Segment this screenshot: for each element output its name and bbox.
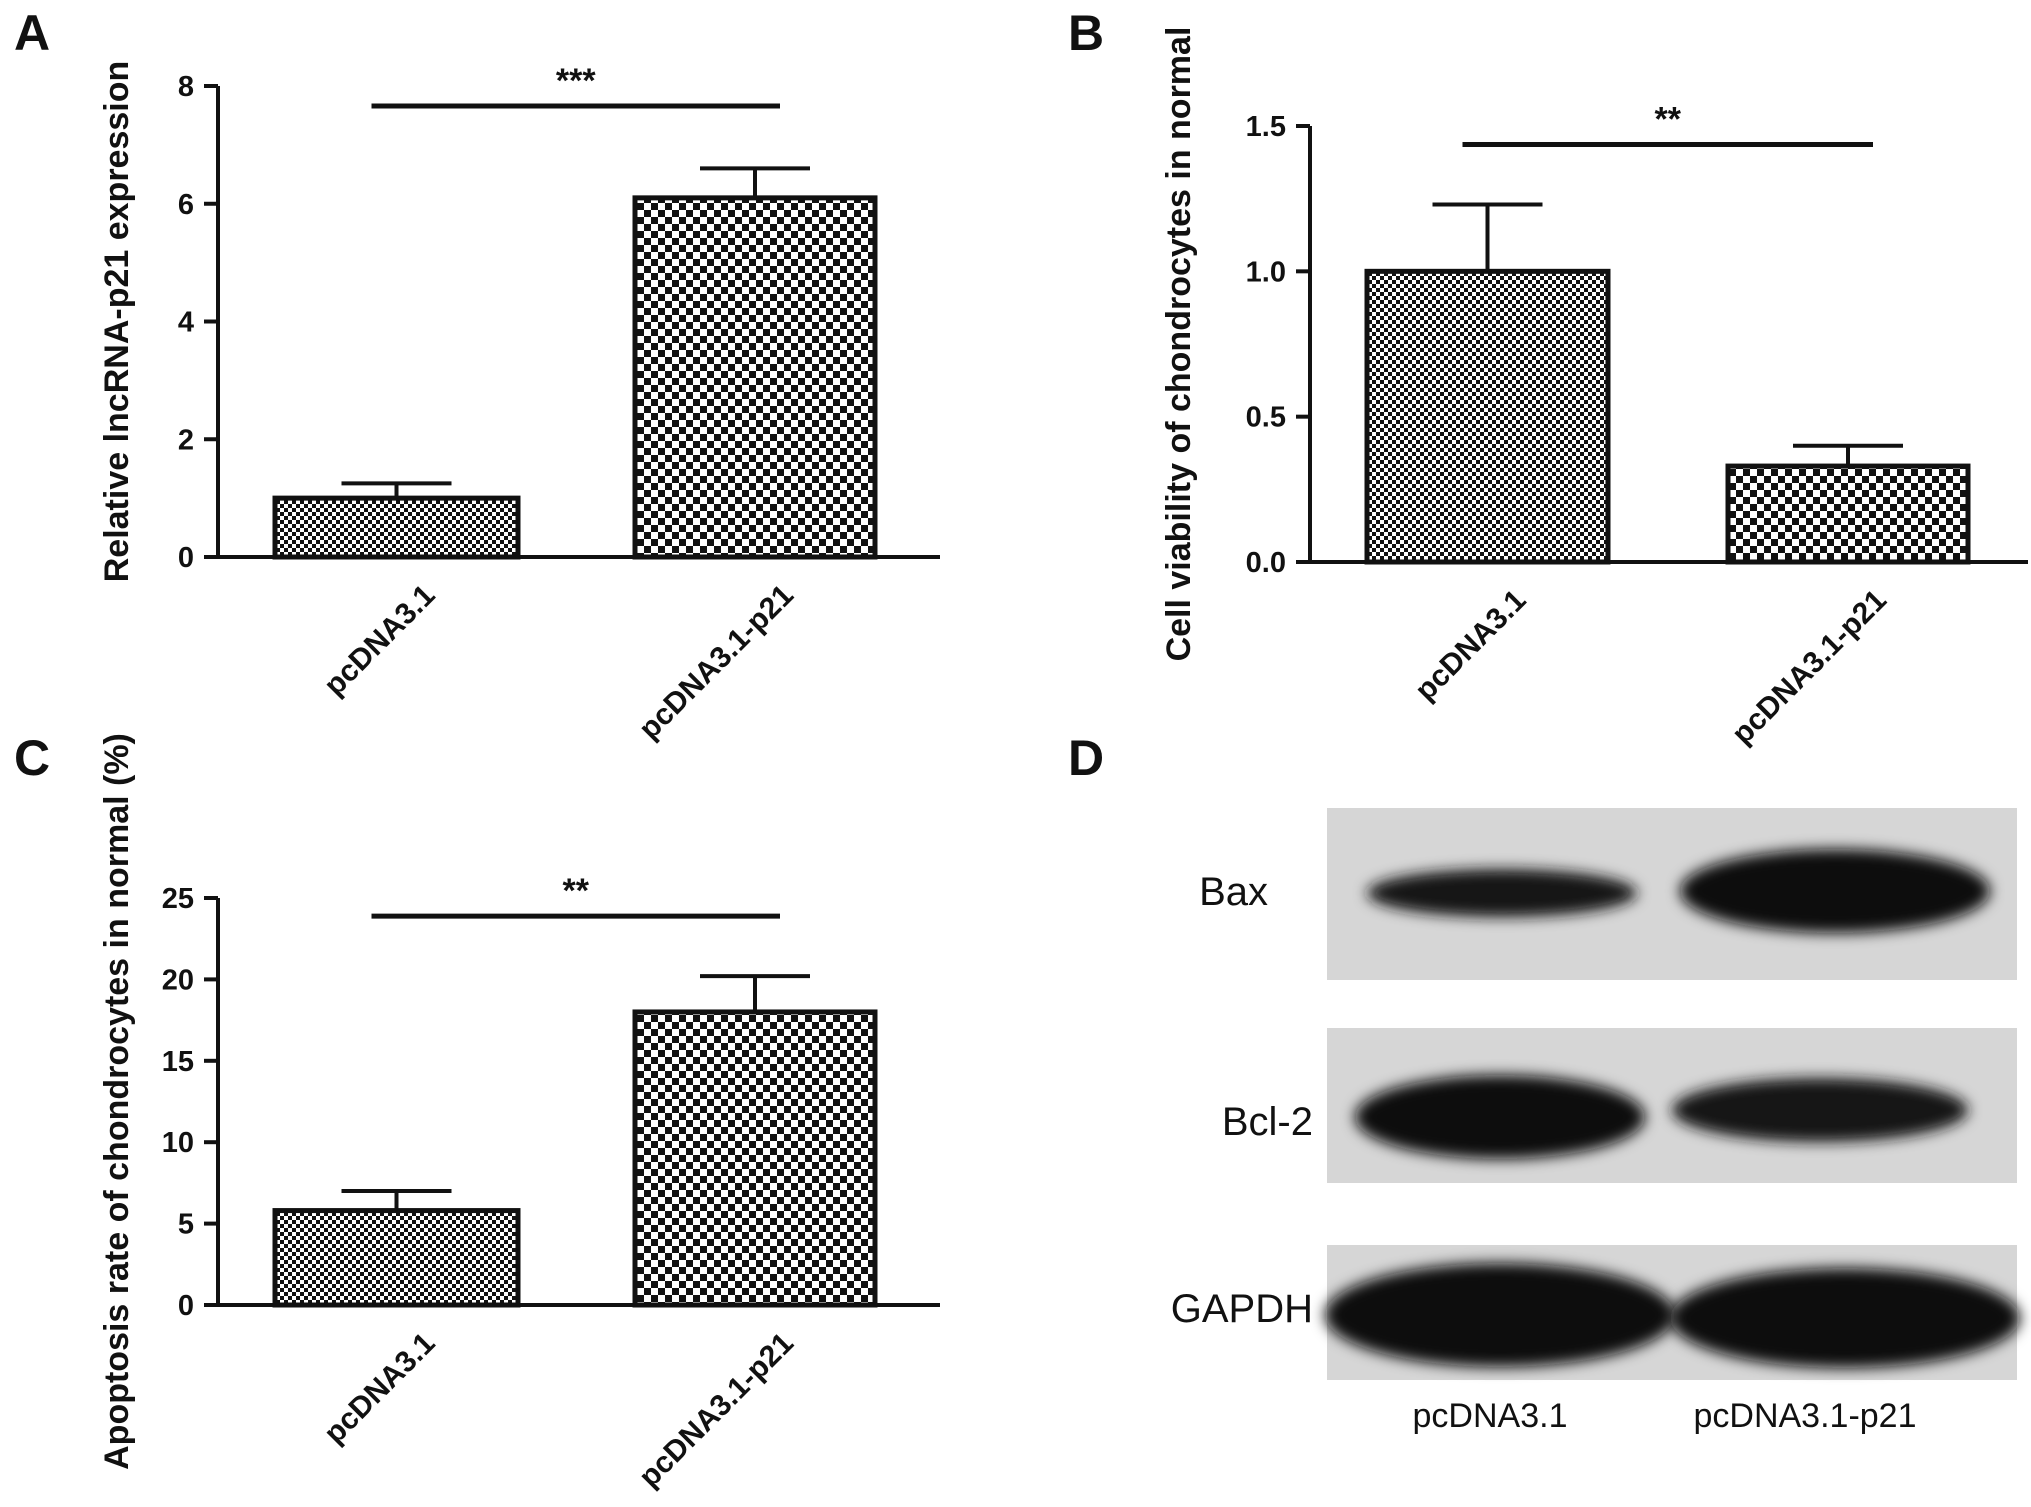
y-axis-label: Relative lncRNA-p21 expression: [98, 61, 136, 583]
blot-label-bax: Bax: [1199, 870, 1268, 914]
band-gapdh-lane2: [1670, 1268, 2020, 1368]
bar: [632, 195, 878, 560]
band-bax-lane1: [1367, 869, 1637, 917]
y-tick-label: 10: [162, 1127, 194, 1159]
bar: [272, 495, 521, 560]
y-tick-label: 1.5: [1246, 111, 1286, 143]
y-axis-label: Cell viability of chondrocytes in normal: [1160, 27, 1198, 662]
chart-c: 0 5 10 15 20 25 Apoptosis rate of chondrocytes…: [98, 733, 940, 1494]
y-tick-label: 4: [178, 307, 194, 339]
category-label: pcDNA3.1-p21: [1726, 584, 1893, 751]
category-label: pcDNA3.1: [318, 579, 442, 703]
y-tick-label: 0: [178, 542, 194, 574]
significance-marker: ***: [556, 62, 596, 100]
significance-marker: **: [563, 872, 590, 910]
blot-label-gapdh: GAPDH: [1171, 1287, 1313, 1331]
y-tick-label: 1.0: [1246, 256, 1286, 288]
chart-b: 0.0 0.5 1.0 1.5 Cell viability of chondrocyt…: [1160, 27, 2028, 751]
y-axis-label: Apoptosis rate of chondrocytes in normal…: [98, 733, 136, 1470]
blot-lane-label-2: pcDNA3.1-p21: [1693, 1397, 1916, 1435]
band-bax-lane2: [1680, 849, 1990, 933]
category-label: pcDNA3.1: [1409, 584, 1533, 708]
y-tick-label: 0.0: [1246, 547, 1286, 579]
panel-label-d: D: [1068, 730, 1104, 786]
bar: [1725, 463, 1971, 565]
category-label: pcDNA3.1-p21: [633, 1327, 800, 1494]
bar: [272, 1208, 521, 1308]
western-blot: Bax Bcl-2 GAPDH pcDNA3.1 pcDNA3.1-p21: [1171, 808, 2020, 1435]
y-tick-label: 8: [178, 71, 194, 103]
blot-label-bcl2: Bcl-2: [1222, 1100, 1313, 1144]
category-label: pcDNA3.1: [318, 1327, 442, 1451]
band-bcl2-lane2: [1672, 1078, 1968, 1142]
y-tick-label: 2: [178, 424, 194, 456]
y-tick-label: 6: [178, 189, 194, 221]
y-tick-label: 0: [178, 1290, 194, 1322]
category-label: pcDNA3.1-p21: [633, 579, 800, 746]
chart-a: 0 2 4 6 8 Relative lncRNA-p21 expression pcDNA…: [98, 61, 940, 746]
panel-label-a: A: [14, 5, 50, 61]
y-tick-label: 25: [162, 883, 194, 915]
y-tick-label: 20: [162, 964, 194, 996]
panel-label-b: B: [1068, 5, 1104, 61]
significance-marker: **: [1655, 100, 1682, 138]
band-gapdh-lane1: [1325, 1263, 1675, 1367]
blot-lane-label-1: pcDNA3.1: [1413, 1397, 1568, 1435]
bar: [1364, 268, 1611, 565]
y-tick-label: 5: [178, 1209, 194, 1241]
y-tick-label: 15: [162, 1046, 194, 1078]
panel-label-c: C: [14, 730, 50, 786]
band-bcl2-lane1: [1355, 1075, 1645, 1159]
y-tick-label: 0.5: [1246, 402, 1286, 434]
bar: [632, 1009, 878, 1308]
